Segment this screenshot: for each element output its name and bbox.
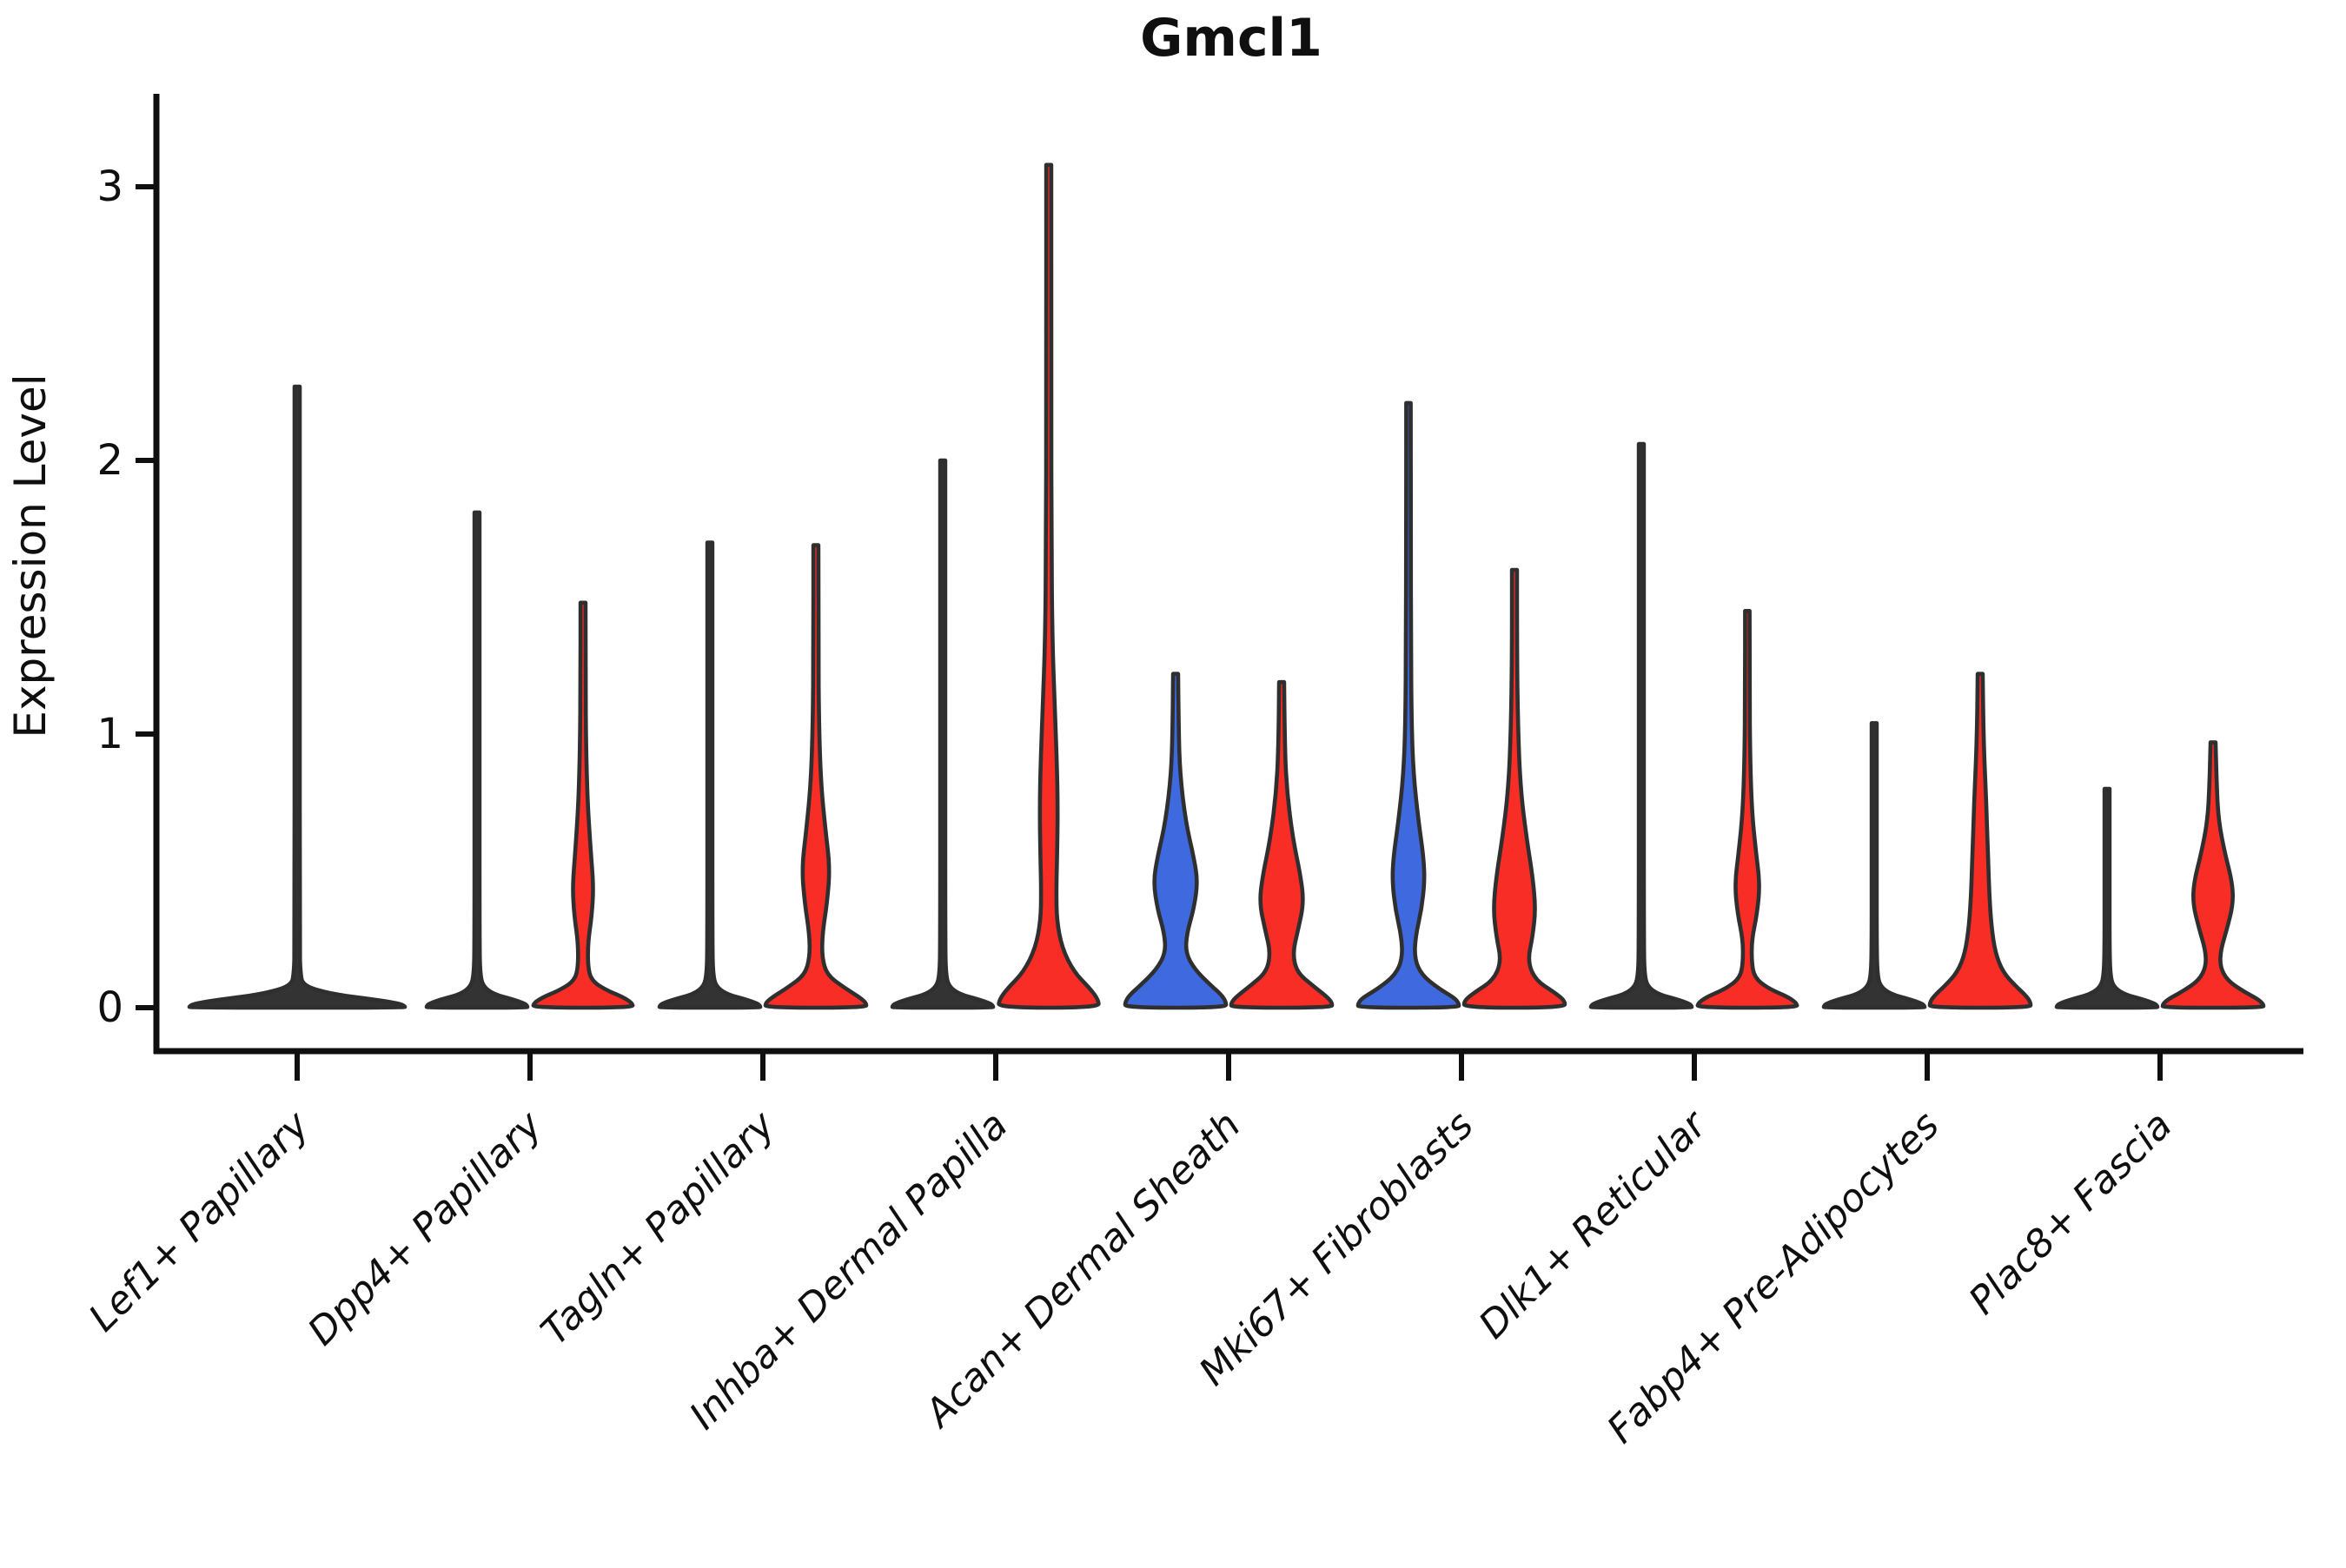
violin-1-right-red xyxy=(531,600,635,1010)
violin-0-full-dark xyxy=(187,384,408,1010)
violin-6-left-dark xyxy=(1588,441,1694,1010)
y-tick-label: 2 xyxy=(96,436,123,485)
violin-7-right-red xyxy=(1927,672,2033,1010)
violin-3-left-dark xyxy=(890,458,996,1010)
violin-2-left-dark xyxy=(657,540,763,1010)
y-axis-label: Expression Level xyxy=(5,374,56,738)
violin-4-right-red xyxy=(1229,679,1335,1010)
violin-5-left-blue xyxy=(1355,400,1461,1010)
chart-title: Gmcl1 xyxy=(1140,8,1322,69)
y-tick-label: 3 xyxy=(96,162,123,211)
violin-layer xyxy=(187,162,2266,1010)
x-tick-label: Dpp4+ Papillary xyxy=(300,1102,552,1354)
x-tick-label: Tagln+ Papillary xyxy=(533,1102,784,1353)
y-tick-label: 0 xyxy=(96,983,123,1032)
y-tick-label: 1 xyxy=(96,710,123,758)
violin-4-left-blue xyxy=(1123,672,1229,1010)
x-tick-label: Dlk1+ Reticular xyxy=(1470,1102,1716,1347)
axis-layer xyxy=(136,94,2303,1081)
violin-1-left-dark xyxy=(424,510,530,1010)
x-tick-label: Plac8+ Fascia xyxy=(1960,1103,2180,1323)
violin-7-left-dark xyxy=(1821,721,1927,1010)
violin-3-right-red xyxy=(997,162,1101,1010)
violin-5-right-red xyxy=(1461,567,1567,1010)
x-tick-label: Lef1+ Papillary xyxy=(81,1102,319,1340)
violin-6-right-red xyxy=(1695,609,1799,1010)
violin-2-right-red xyxy=(763,543,869,1010)
violin-8-left-dark xyxy=(2054,786,2160,1010)
violin-8-right-red xyxy=(2160,740,2266,1010)
